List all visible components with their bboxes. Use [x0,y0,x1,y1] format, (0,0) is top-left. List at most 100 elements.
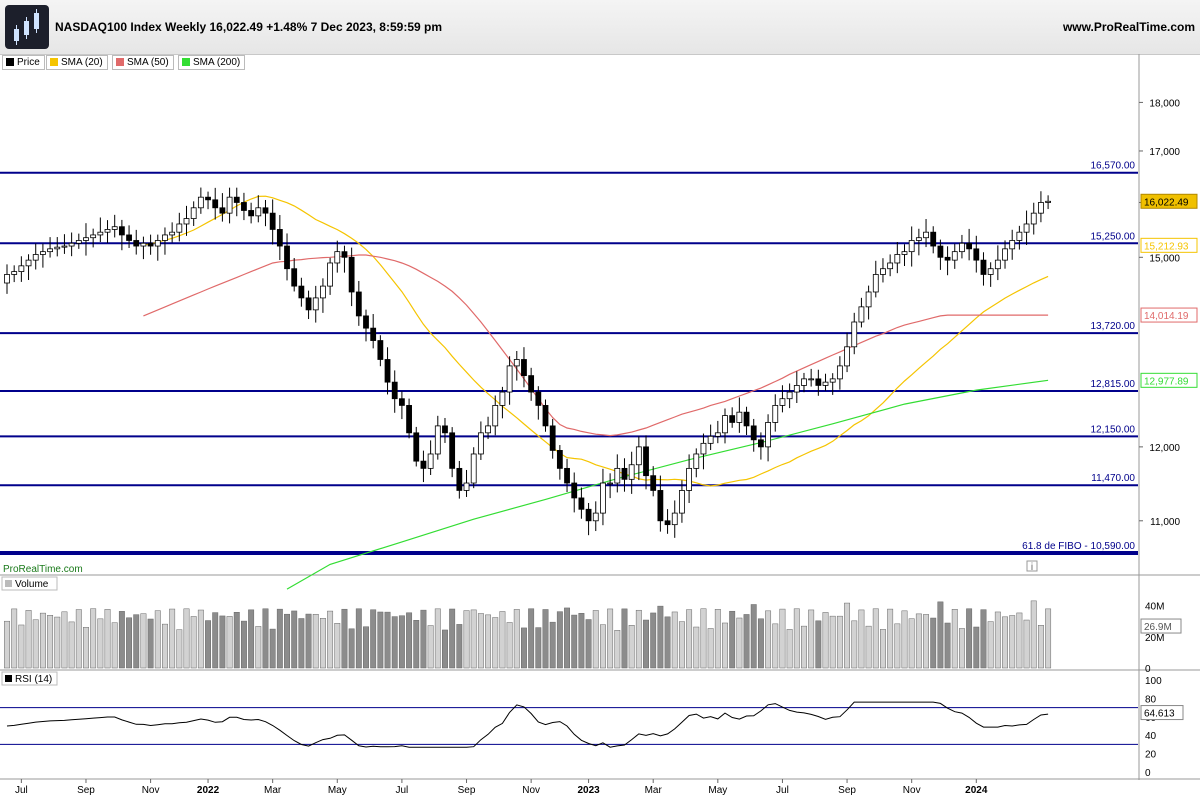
volume-bar [205,620,211,669]
candle-body [312,297,319,311]
candle-body [97,231,104,236]
volume-tick-label: 20M [1145,633,1164,644]
volume-bar [664,616,671,669]
time-label: 2024 [965,785,988,796]
volume-bar [197,609,204,669]
time-label: Sep [838,785,856,796]
candle-body [233,196,240,203]
candle-body [427,453,434,469]
volume-swatch-icon [5,580,12,587]
volume-bar [729,610,736,669]
volume-bar [190,616,197,669]
volume-bar [592,610,599,669]
candle-body [793,385,800,393]
site-url[interactable]: www.ProRealTime.com [1062,20,1195,34]
candle-body [901,251,908,255]
candle-body [398,398,405,406]
candle-body [571,482,578,499]
volume-bar [298,618,305,669]
candle-body [628,464,635,480]
legend-sma50[interactable]: SMA (50) [112,55,174,70]
volume-last-label: 26.9M [1144,622,1172,633]
candle-body [126,234,132,241]
volume-bar [678,621,685,669]
candle-body [1030,212,1037,225]
volume-bar [887,608,894,669]
candle-body [11,271,18,275]
legend-price[interactable]: Price [2,55,45,70]
volume-bar [492,617,499,669]
horizontal-levels: 16,570.00 15,250.00 13,720.00 12,815.00 12,1… [0,161,1138,556]
candle-body [355,291,362,317]
candle-body [1016,231,1023,241]
volume-bar [477,613,484,669]
time-label: Jul [396,785,409,796]
level-label: 16,570.00 [1091,161,1136,172]
volume-bar [599,624,606,669]
volume-bar [686,609,693,669]
sma20-swatch-icon [50,58,58,66]
volume-bar [772,623,779,669]
candle-body [291,268,298,287]
volume-bar [406,612,413,669]
info-icon[interactable]: i [1026,560,1038,573]
watermark-text: ProRealTime.com [3,564,83,575]
volume-bar [434,608,441,669]
candle-body [212,199,219,209]
last-value-box [1140,307,1198,323]
chart-title: NASDAQ100 Index Weekly 16,022.49 +1.48% … [55,20,443,34]
candle-body [736,411,743,423]
candle-body [621,467,628,480]
sma50-swatch-icon [116,58,124,66]
volume-last-box [1140,618,1182,634]
time-label: Mar [264,785,282,796]
volume-legend-label: Volume [15,579,49,590]
level-label: 12,150.00 [1091,424,1136,435]
volume-bar [614,630,621,669]
volume-bar [485,614,492,669]
volume-bar [233,612,240,669]
candle-body [822,381,829,386]
candle-body [284,245,290,270]
volume-bar [578,613,585,669]
volume-bar [973,626,980,669]
candle-body [779,398,786,406]
candle-body [513,359,520,367]
candle-body [118,226,125,236]
time-label: Nov [903,785,921,796]
candle-body [973,248,980,261]
volume-tick-label: 0 [1145,664,1151,675]
candle-body [937,245,944,258]
volume-bar [183,608,190,669]
volume-bar [25,610,32,669]
rsi-tick-label: 40 [1145,731,1157,742]
candle-body [679,490,685,514]
volume-bar [858,609,865,669]
legend-sma20[interactable]: SMA (20) [46,55,108,70]
candle-body [743,411,750,427]
legend-sma200[interactable]: SMA (200) [178,55,246,70]
price-tick-label: 15,000 [1149,253,1180,264]
candle-body [413,432,420,462]
candle-body [348,256,355,293]
candle-body [944,256,951,261]
volume-bar [966,608,973,669]
candle-body [276,229,283,247]
candle-body [169,231,176,236]
last-value-label: 15,212.93 [1144,241,1189,252]
candle-body [68,242,75,247]
volume-bar [334,623,341,669]
volume-bar [793,608,800,669]
volume-bar [542,609,549,669]
rsi-tick-label: 0 [1145,768,1151,779]
volume-bar [1002,616,1008,669]
candle-body [32,254,39,261]
volume-bar [327,610,334,669]
candle-body [930,231,937,247]
candle-body [614,467,621,484]
candle-body [492,405,499,427]
level-label: 13,720.00 [1091,321,1136,332]
volume-bar [564,607,570,669]
candle-body [657,490,664,522]
